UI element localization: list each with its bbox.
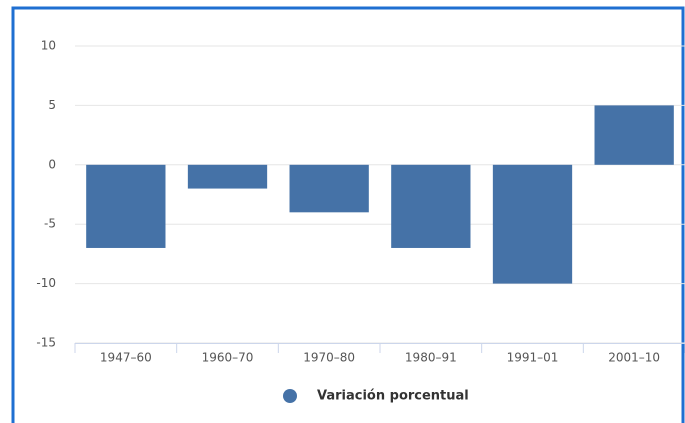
y-tick-label: 10 — [41, 39, 56, 53]
y-tick-label: 5 — [48, 98, 56, 112]
bar — [594, 105, 674, 165]
bar — [492, 164, 573, 284]
x-tick-label: 2001–10 — [608, 351, 660, 365]
x-tick-label: 1970–80 — [303, 351, 355, 365]
y-tick-label: 0 — [48, 157, 56, 171]
y-tick-label: -15 — [36, 336, 56, 350]
bar — [86, 164, 166, 248]
bar — [391, 164, 471, 248]
x-tick-label: 1991–01 — [507, 351, 559, 365]
bar — [289, 164, 369, 213]
x-tick-label: 1980–91 — [405, 351, 457, 365]
legend-label: Variación porcentual — [317, 389, 469, 404]
bar — [187, 164, 268, 189]
y-tick-label: -5 — [44, 217, 56, 231]
frame — [11, 6, 685, 423]
legend-marker — [283, 389, 297, 403]
y-tick-label: -10 — [36, 276, 56, 290]
x-tick-label: 1960–70 — [202, 351, 254, 365]
x-tick-label: 1947–60 — [100, 351, 152, 365]
